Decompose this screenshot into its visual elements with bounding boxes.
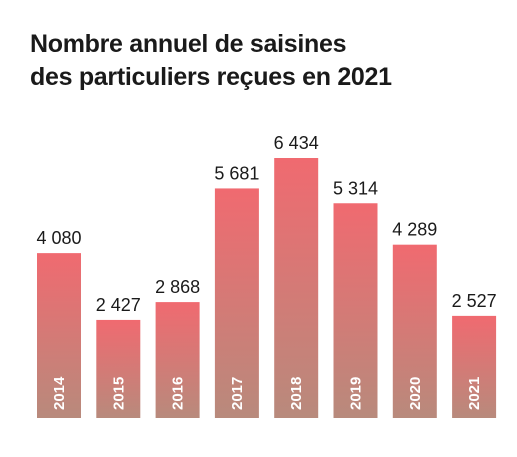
- value-label-2018: 6 434: [274, 133, 319, 153]
- category-label-2017: 2017: [229, 377, 246, 410]
- bar-2021: [452, 315, 497, 418]
- bar-2018: [274, 158, 319, 418]
- bar-2020: [392, 244, 437, 418]
- value-label-2014: 4 080: [36, 228, 81, 248]
- bar-2016: [155, 302, 200, 418]
- value-label-2016: 2 868: [155, 277, 200, 297]
- category-label-2016: 2016: [170, 377, 187, 410]
- category-label-2014: 2014: [51, 376, 68, 410]
- chart-title: Nombre annuel de saisines des particulie…: [30, 28, 500, 94]
- value-label-2017: 5 681: [214, 163, 259, 183]
- category-label-2015: 2015: [110, 377, 127, 410]
- category-label-2021: 2021: [466, 377, 483, 410]
- category-label-2018: 2018: [288, 377, 305, 410]
- value-label-2020: 4 289: [392, 220, 437, 240]
- category-label-2020: 2020: [407, 377, 424, 410]
- bar-2014: [37, 253, 81, 418]
- value-label-2021: 2 527: [452, 291, 497, 311]
- value-label-2019: 5 314: [333, 178, 378, 198]
- bar-2015: [96, 319, 141, 418]
- category-label-2019: 2019: [348, 377, 365, 410]
- value-label-2015: 2 427: [96, 295, 141, 315]
- bar-2019: [333, 203, 378, 418]
- chart-title-line-2: des particuliers reçues en 2021: [30, 63, 392, 91]
- bar-2017: [214, 188, 259, 418]
- chart-title-line-1: Nombre annuel de saisines: [30, 30, 347, 58]
